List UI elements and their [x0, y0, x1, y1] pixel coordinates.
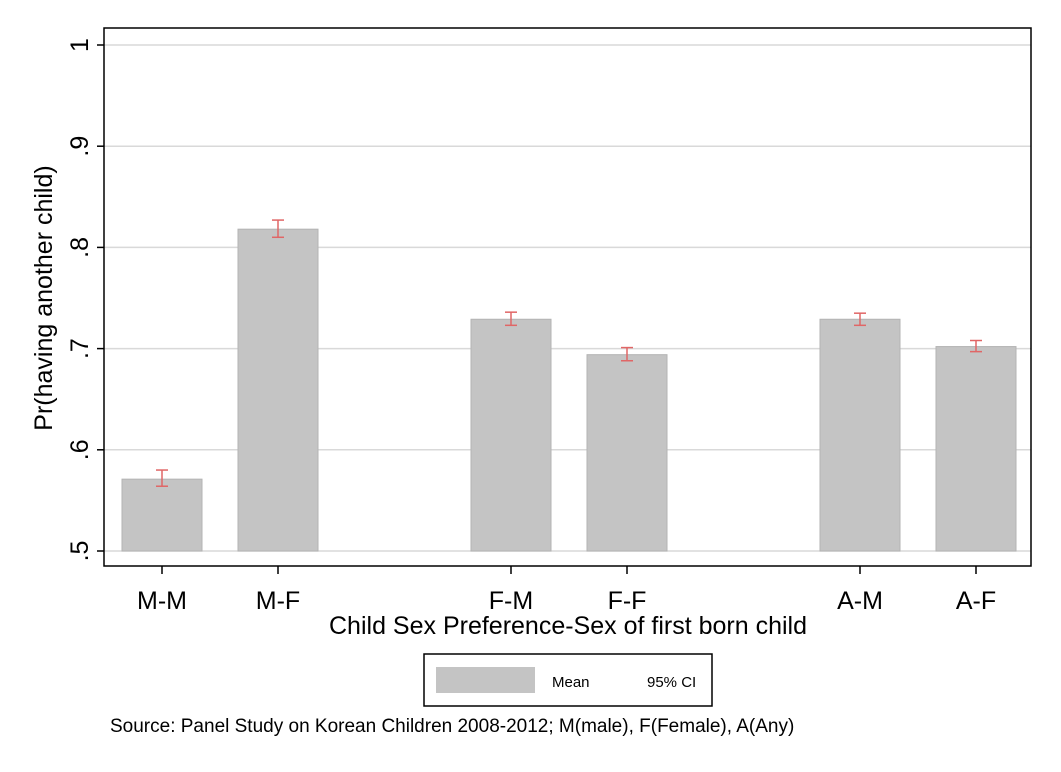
bar-a-m [819, 318, 901, 552]
plot-frame [103, 27, 1032, 567]
y-tick-label: 1 [66, 38, 94, 52]
x-tick-label: A-F [956, 587, 996, 615]
y-tick-label: .6 [66, 439, 94, 460]
y-tick-label: .5 [66, 541, 94, 562]
confidence-intervals [156, 219, 982, 487]
x-tick-label: M-M [137, 587, 187, 615]
legend-swatch-mean [436, 667, 535, 693]
bar-m-f [237, 228, 319, 552]
x-tick-label: M-F [256, 587, 300, 615]
y-tick-label: .7 [66, 338, 94, 359]
x-axis: M-M M-F F-M F-F A-M A-F [137, 566, 996, 615]
bar-m-m [121, 478, 203, 552]
source-note: Source: Panel Study on Korean Children 2… [110, 716, 795, 737]
legend-label-mean: Mean [552, 674, 590, 691]
y-tick-label: .9 [66, 136, 94, 157]
y-axis: .5 .6 .7 .8 .9 1 [66, 38, 104, 561]
y-tick-label: .8 [66, 237, 94, 258]
bar-a-f [935, 346, 1017, 552]
legend-label-ci: 95% CI [647, 674, 696, 691]
y-axis-label: Pr(having another child) [30, 165, 58, 430]
x-tick-label: A-M [837, 587, 883, 615]
x-tick-label: F-F [608, 587, 647, 615]
x-tick-label: F-M [489, 587, 533, 615]
bar-f-m [470, 318, 552, 552]
bar-f-f [586, 354, 668, 552]
legend: Mean 95% CI [423, 653, 713, 707]
bars [121, 228, 1017, 552]
x-axis-label: Child Sex Preference-Sex of first born c… [329, 612, 807, 640]
